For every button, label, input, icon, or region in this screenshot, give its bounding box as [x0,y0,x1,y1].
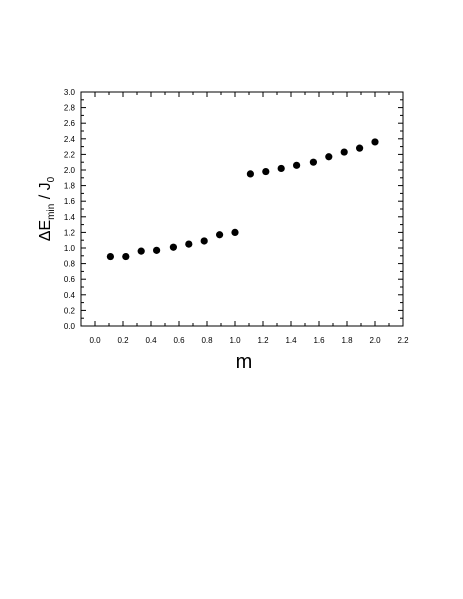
x-tick-label: 0.2 [117,336,129,345]
y-tick-label: 1.8 [64,182,76,191]
y-tick-label: 0.4 [64,291,76,300]
data-point [122,252,130,261]
data-point [106,252,114,261]
data-point [262,167,270,176]
y-tick-label: 2.2 [64,150,76,159]
x-tick-label: 2.2 [397,336,409,345]
data-point [309,158,317,166]
x-tick-label: 1.6 [313,336,325,345]
y-tick-label: 1.2 [64,228,76,237]
data-point [277,164,285,173]
y-tick-label: 3.0 [64,88,76,97]
y-tick-label: 2.0 [64,166,76,175]
y-tick-label: 0.8 [64,260,76,269]
data-point [216,231,224,239]
plot-frame [80,91,404,327]
y-tick-label: 1.0 [64,244,76,253]
x-tick-label: 0.8 [201,336,213,345]
data-point [356,144,364,152]
data-point [137,247,145,255]
data-point [153,246,161,254]
x-tick-label: 0.6 [173,336,185,345]
x-axis-title: m [236,351,253,373]
data-point [371,138,379,146]
y-tick-label: 1.4 [64,213,76,222]
y-tick-label: 2.6 [64,119,76,128]
data-point [246,170,254,178]
data-point [293,161,301,169]
y-axis-title-base: ΔE [37,220,54,241]
x-tick-label: 2.0 [369,336,381,345]
y-axis-title-subscript: min [46,204,57,220]
data-point [325,153,333,161]
y-axis-title-separator: / J [37,182,54,203]
data-point [185,240,193,248]
y-tick-label: 0.2 [64,306,76,315]
x-tick-label: 1.2 [257,336,269,345]
y-tick-label: 0.0 [64,322,76,331]
y-axis-title-subscript2: 0 [46,176,57,182]
data-point [340,148,348,156]
x-axis-ticks: 0.0 0.2 0.4 0.6 0.8 1.0 1.2 1.4 1.6 1.8 2.0 2.2 [80,92,409,345]
y-tick-label: 1.6 [64,197,76,206]
x-tick-label: 1.4 [285,336,297,345]
data-point [231,228,239,236]
data-point [169,243,177,251]
x-tick-label: 0.4 [145,336,157,345]
x-tick-label: 1.0 [229,336,241,345]
data-points [106,138,379,261]
x-tick-label: 0.0 [89,336,101,345]
x-tick-label: 1.8 [341,336,353,345]
y-axis-ticks: 0.0 0.2 0.4 0.6 0.8 1.0 1.2 1.4 1.6 1.8 2.0 2.2 2.4 2… [64,88,403,331]
y-tick-label: 0.6 [64,275,76,284]
y-axis-title: ΔEmin / J0 [37,176,57,241]
data-point [200,237,208,245]
y-tick-label: 2.8 [64,104,76,113]
y-tick-label: 2.4 [64,135,76,144]
